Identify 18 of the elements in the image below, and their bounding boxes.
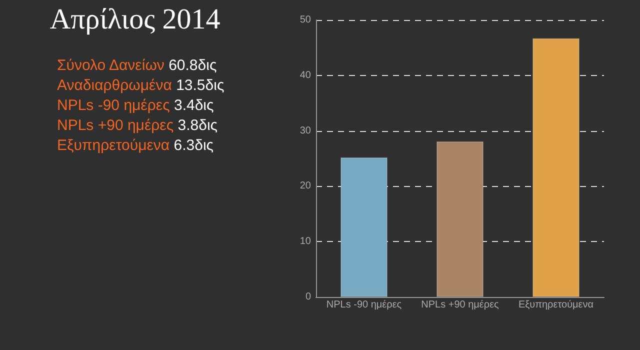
text: Εξυπηρετούμενα 6.3δις — [57, 137, 214, 154]
bar — [532, 38, 580, 297]
y-tick-label: 0 — [305, 292, 312, 302]
text: Αναδιαρθρωμένα 13.5δις — [57, 77, 224, 94]
y-tick-label: 20 — [300, 180, 312, 192]
text: Σύνολο Δανείων 60.8δις — [57, 57, 217, 74]
y-tick-label: 30 — [300, 125, 312, 136]
x-tick-label: NPLs +90 ημέρες — [421, 300, 500, 310]
x-tick-label: NPLs -90 ημέρες — [326, 300, 402, 310]
y-tick-label: 10 — [300, 236, 312, 248]
y-tick-label: 50 — [300, 14, 312, 26]
y-tick-label: 40 — [300, 70, 312, 81]
bar — [436, 141, 484, 297]
chart-title: Απρίλιος 2014 — [50, 4, 221, 36]
text: NPLs +90 ημέρες 3.8δις — [57, 117, 218, 134]
text: NPLs -90 ημέρες 3.4δις — [57, 97, 214, 114]
x-tick-label: Εξυπηρετούμενα — [518, 300, 594, 310]
bar — [340, 157, 388, 297]
